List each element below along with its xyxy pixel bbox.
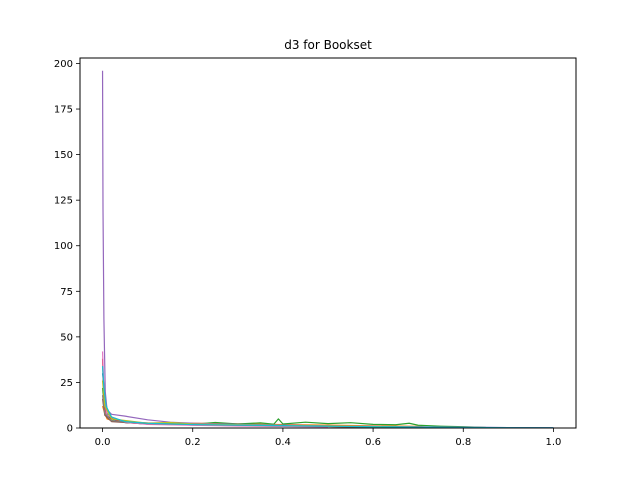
y-tick-label: 175: [54, 105, 73, 116]
y-tick-label: 200: [54, 59, 73, 70]
y-tick-label: 100: [54, 241, 73, 252]
y-axis-ticks: 0 25 50 75 100 125 150 175 200: [54, 59, 80, 435]
plot-frame: [79, 57, 577, 429]
y-tick-label: 50: [60, 332, 73, 343]
y-tick-label: 25: [60, 378, 73, 389]
plot-series-group: [101, 70, 554, 429]
y-tick-label: 150: [54, 150, 73, 161]
x-tick-label: 0.4: [275, 437, 291, 448]
y-tick-label: 0: [67, 424, 73, 435]
chart-title: d3 for Bookset: [284, 38, 372, 52]
y-tick-label: 125: [54, 196, 73, 207]
x-axis-ticks: 0.0 0.2 0.4 0.6 0.8 1.0: [95, 428, 562, 448]
x-tick-label: 0.6: [365, 437, 381, 448]
series-line-10: [101, 365, 554, 429]
x-tick-label: 0.2: [185, 437, 201, 448]
x-tick-label: 0.0: [95, 437, 111, 448]
x-tick-label: 0.8: [455, 437, 471, 448]
x-tick-label: 1.0: [546, 437, 562, 448]
y-tick-label: 75: [60, 287, 73, 298]
